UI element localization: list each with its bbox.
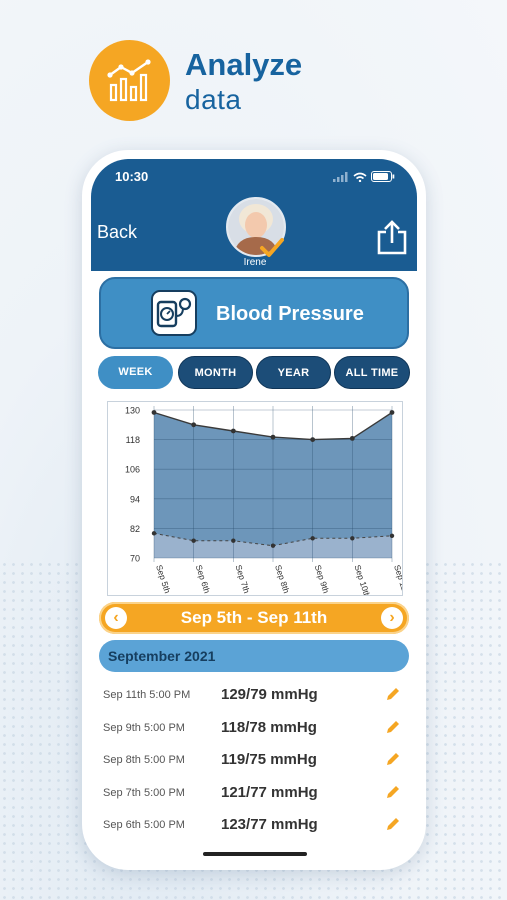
metric-title: Blood Pressure: [216, 303, 364, 326]
diastolic-point: [191, 539, 195, 543]
diastolic-point: [350, 536, 354, 540]
pencil-icon: [385, 816, 401, 832]
edit-reading-button[interactable]: [385, 784, 401, 805]
chart-icon-badge: [89, 40, 170, 121]
y-tick-label: 130: [125, 406, 140, 416]
checkmark-icon: [259, 237, 285, 259]
status-icons: [333, 171, 395, 182]
home-indicator: [203, 852, 307, 856]
back-button[interactable]: Back: [97, 222, 137, 243]
tab-week[interactable]: WEEK: [98, 356, 173, 389]
systolic-point: [310, 437, 315, 442]
share-button[interactable]: [375, 219, 409, 260]
reading-time: Sep 9th 5:00 PM: [103, 722, 185, 734]
month-label: September 2021: [108, 648, 215, 664]
next-week-button[interactable]: ›: [381, 607, 403, 629]
edit-reading-button[interactable]: [385, 719, 401, 740]
systolic-point: [231, 429, 236, 434]
x-tick-label: Sep 11th: [392, 564, 402, 595]
y-tick-label: 70: [130, 554, 140, 564]
reading-value: 123/77 mmHg: [221, 816, 318, 833]
reading-time: Sep 11th 5:00 PM: [103, 689, 190, 701]
diastolic-point: [271, 543, 275, 547]
month-header: September 2021: [99, 640, 409, 672]
diastolic-point: [390, 534, 394, 538]
edit-reading-button[interactable]: [385, 686, 401, 707]
x-tick-label: Sep 8th: [273, 564, 292, 595]
pencil-icon: [385, 784, 401, 800]
y-tick-label: 106: [125, 465, 140, 475]
pencil-icon: [385, 686, 401, 702]
date-range-label: Sep 5th - Sep 11th: [99, 608, 409, 628]
diastolic-point: [152, 531, 156, 535]
reading-row[interactable]: Sep 8th 5:00 PM 119/75 mmHg: [91, 745, 417, 777]
reading-value: 121/77 mmHg: [221, 784, 318, 801]
reading-row[interactable]: Sep 11th 5:00 PM 129/79 mmHg: [91, 680, 417, 712]
reading-value: 118/78 mmHg: [221, 719, 317, 736]
reading-value: 119/75 mmHg: [221, 751, 317, 768]
x-tick-label: Sep 6th: [194, 564, 213, 595]
reading-row[interactable]: Sep 7th 5:00 PM 121/77 mmHg: [91, 778, 417, 810]
metric-card[interactable]: Blood Pressure: [99, 277, 409, 349]
promo-headline: Analyze data: [185, 48, 302, 118]
tab-year[interactable]: YEAR: [256, 356, 331, 389]
user-name: Irene: [231, 257, 279, 268]
systolic-point: [271, 435, 276, 440]
chart-icon: [104, 57, 156, 105]
pencil-icon: [385, 751, 401, 767]
x-tick-label: Sep 5th: [154, 564, 173, 595]
systolic-point: [350, 436, 355, 441]
promo-title: Analyze: [185, 48, 302, 82]
reading-row[interactable]: Sep 9th 5:00 PM 118/78 mmHg: [91, 713, 417, 745]
reading-time: Sep 8th 5:00 PM: [103, 754, 185, 766]
promo-subtitle: data: [185, 82, 302, 118]
x-tick-label: Sep 10th: [352, 564, 372, 595]
app-screen: 10:30 Back: [91, 159, 417, 861]
x-tick-label: Sep 7th: [233, 564, 252, 595]
systolic-point: [390, 410, 395, 415]
y-tick-label: 94: [130, 494, 140, 504]
diastolic-point: [231, 539, 235, 543]
app-header: 10:30 Back: [91, 159, 417, 271]
wifi-icon: [353, 172, 367, 182]
y-tick-label: 118: [126, 435, 140, 445]
y-tick-label: 82: [130, 524, 140, 534]
reading-time: Sep 6th 5:00 PM: [103, 819, 185, 831]
battery-icon: [371, 171, 395, 182]
blood-pressure-monitor-icon: [151, 290, 197, 336]
edit-reading-button[interactable]: [385, 816, 401, 837]
systolic-point: [152, 410, 157, 415]
reading-time: Sep 7th 5:00 PM: [103, 787, 185, 799]
signal-icon: [333, 172, 349, 182]
pencil-icon: [385, 719, 401, 735]
reading-row[interactable]: Sep 6th 5:00 PM 123/77 mmHg: [91, 810, 417, 842]
edit-reading-button[interactable]: [385, 751, 401, 772]
date-range-bar: ‹ Sep 5th - Sep 11th ›: [99, 602, 409, 634]
share-icon: [375, 219, 409, 255]
tab-month[interactable]: MONTH: [178, 356, 253, 389]
blood-pressure-chart: 130 118 106 94 82 70 Sep 5th Sep 6th Sep 7th Sep …: [107, 401, 403, 596]
systolic-point: [191, 422, 196, 427]
status-time: 10:30: [115, 169, 148, 184]
x-tick-label: Sep 9th: [313, 564, 332, 595]
chart-svg: 130 118 106 94 82 70 Sep 5th Sep 6th Sep 7th Sep …: [108, 402, 402, 595]
reading-value: 129/79 mmHg: [221, 686, 318, 703]
diastolic-point: [310, 536, 314, 540]
phone-frame: 10:30 Back: [82, 150, 426, 870]
tab-all-time[interactable]: ALL TIME: [334, 356, 410, 389]
